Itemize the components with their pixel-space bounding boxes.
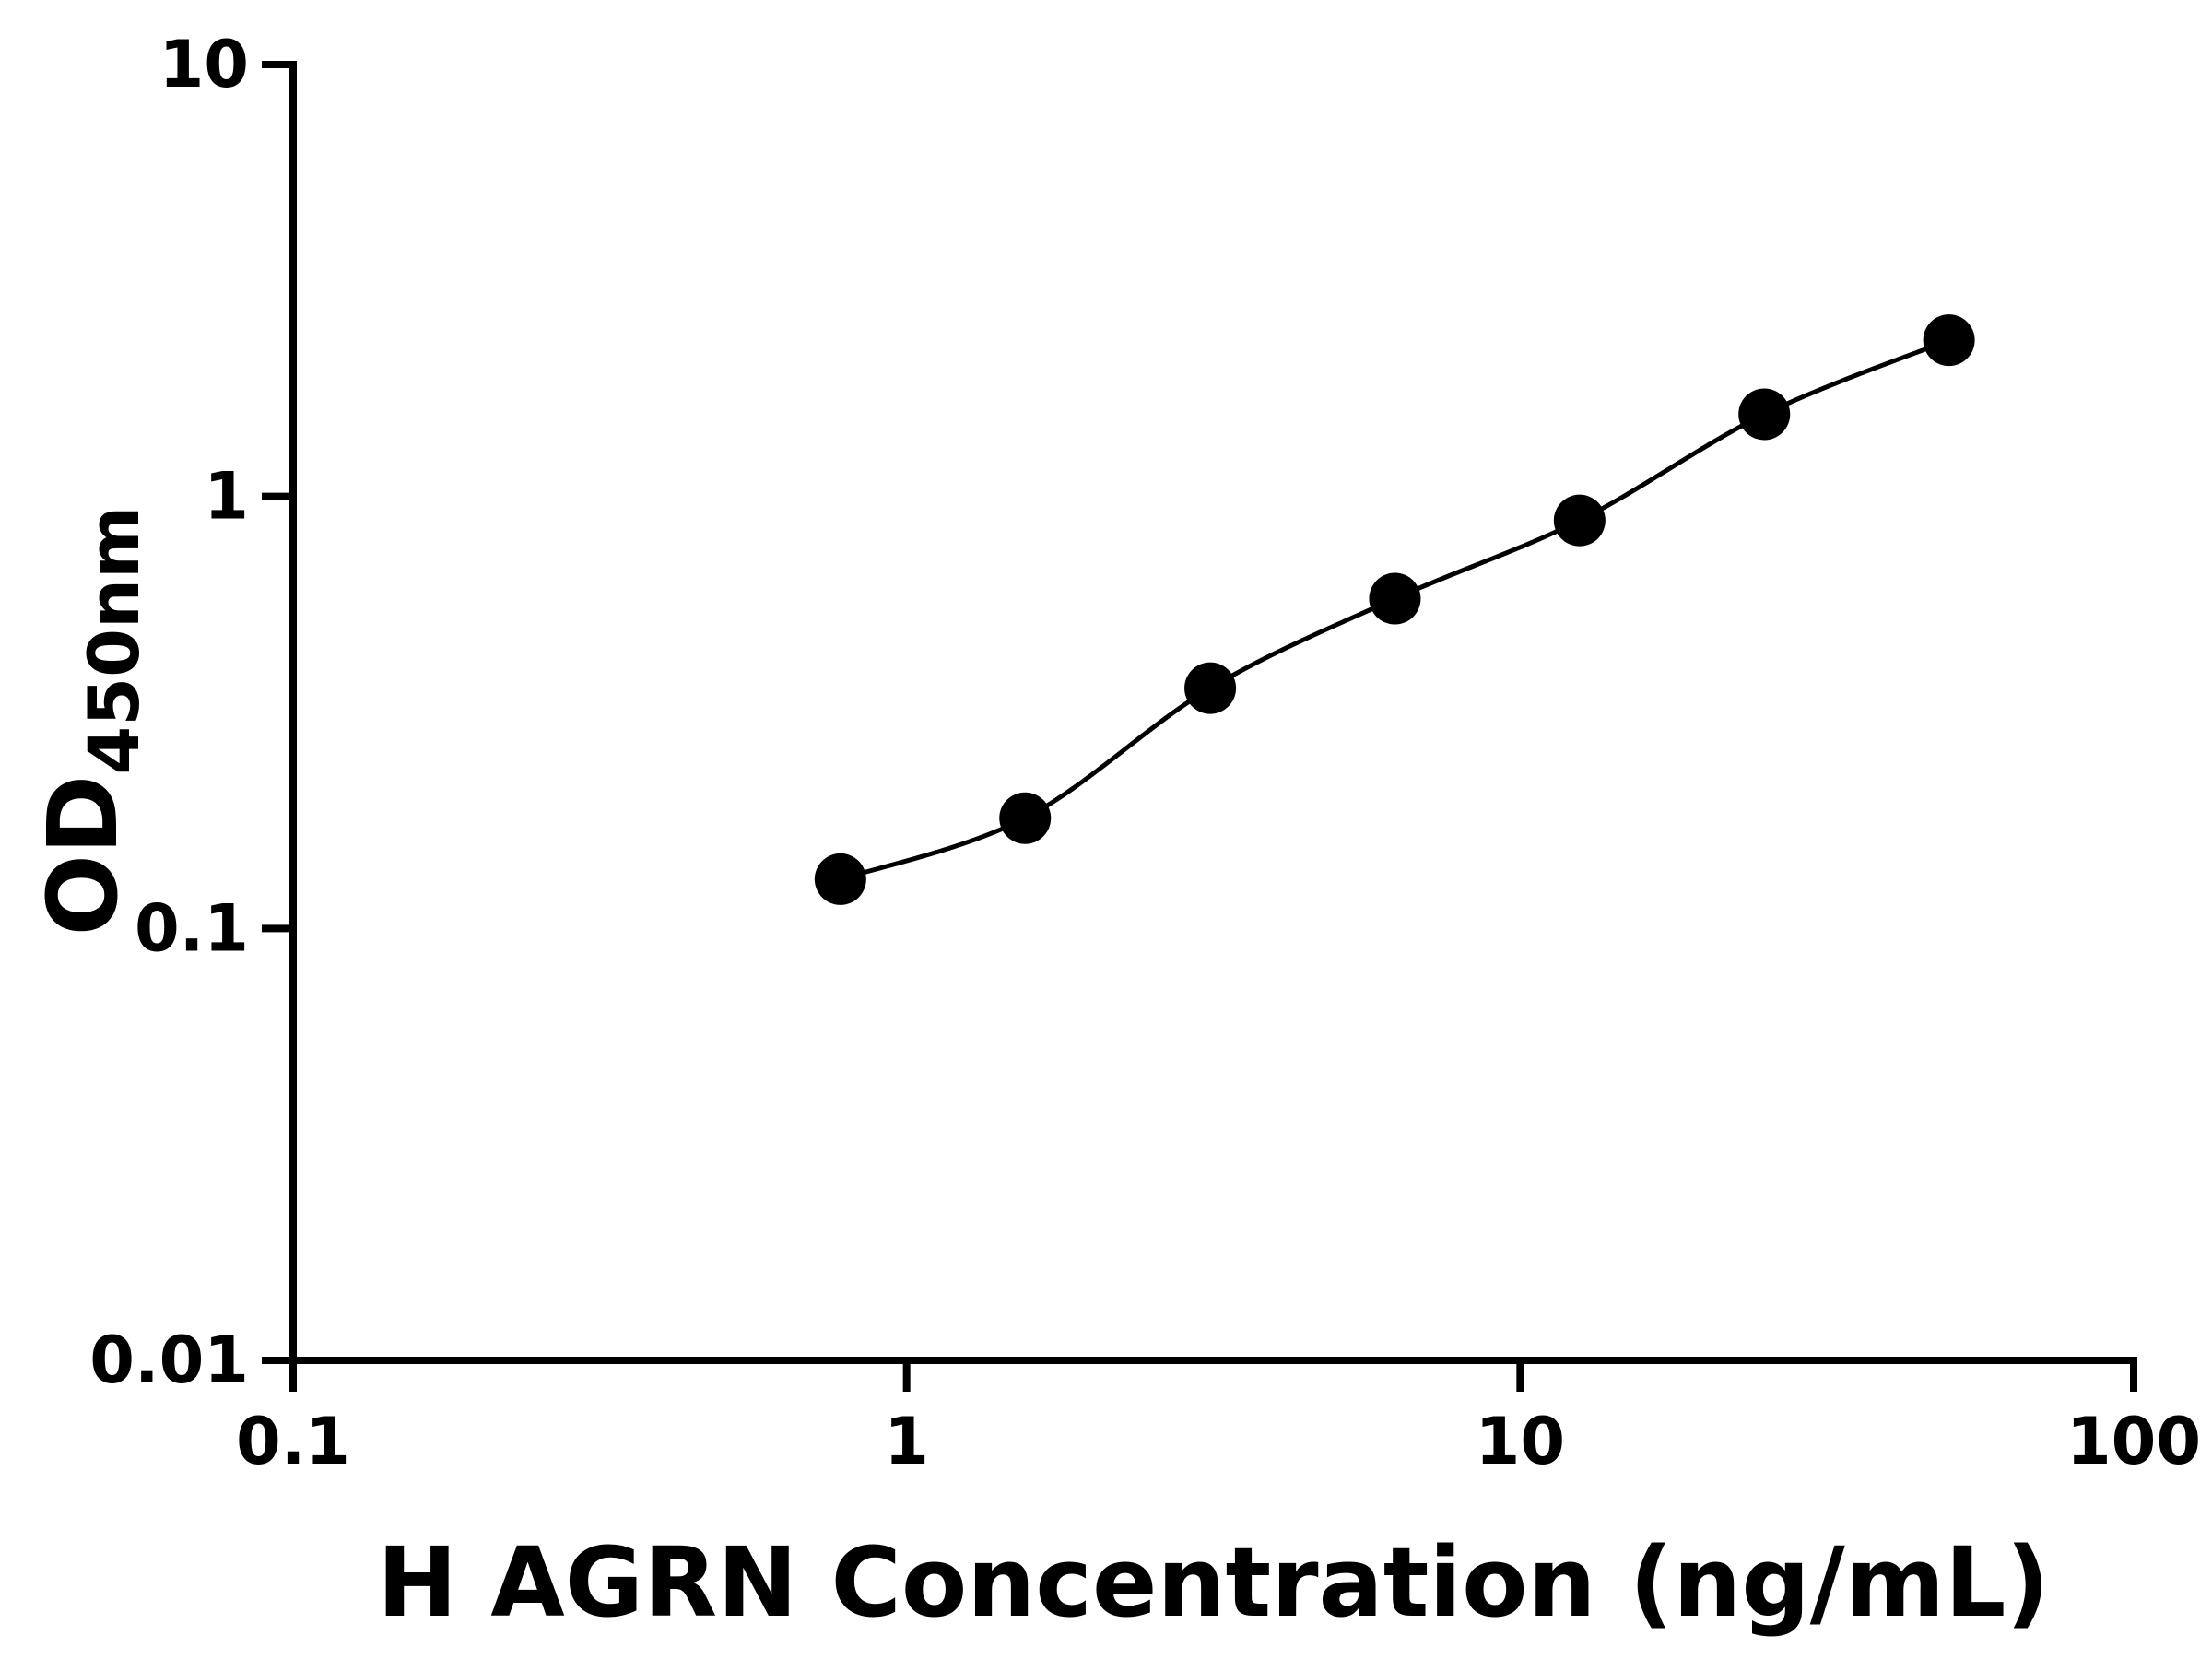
series-layer bbox=[814, 314, 1975, 905]
y-axis-title: OD450nm bbox=[14, 352, 155, 1089]
data-point-marker bbox=[1369, 572, 1421, 625]
x-tick-label: 10 bbox=[1476, 1404, 1565, 1479]
y-tick-label: 0.01 bbox=[89, 1323, 249, 1398]
data-point-marker bbox=[814, 853, 866, 905]
x-tick-label: 1 bbox=[884, 1404, 929, 1479]
y-tick-label: 1 bbox=[204, 459, 249, 535]
x-tick-label: 0.1 bbox=[236, 1404, 350, 1479]
y-tick-label: 0.1 bbox=[135, 890, 249, 966]
y-tick-label: 10 bbox=[159, 27, 249, 102]
x-tick-label: 100 bbox=[2066, 1404, 2201, 1479]
y-axis-title-main: OD bbox=[27, 774, 139, 936]
x-axis-title: H AGRN Concentration (ng/mL) bbox=[377, 1526, 2050, 1639]
y-axis-title-subscript: 450nm bbox=[73, 505, 155, 775]
data-point-marker bbox=[1184, 662, 1237, 714]
data-point-marker bbox=[1738, 388, 1791, 441]
data-point-marker bbox=[1923, 314, 1975, 367]
data-point-marker bbox=[999, 792, 1052, 844]
data-point-marker bbox=[1553, 494, 1606, 547]
